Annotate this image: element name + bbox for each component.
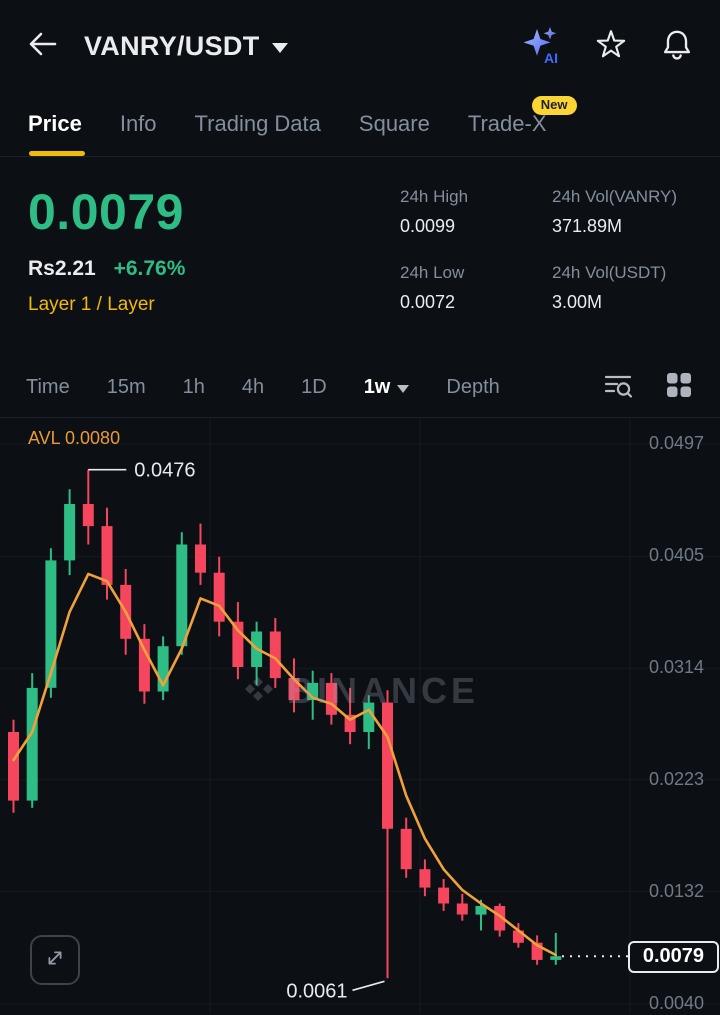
interval-1h[interactable]: 1h xyxy=(182,375,205,398)
tab-bar: Price Info Trading Data Square Trade-X N… xyxy=(0,92,720,157)
pair-selector[interactable]: VANRY/USDT xyxy=(84,31,288,62)
low-price-label: 0.0061 xyxy=(286,980,347,1002)
tab-square[interactable]: Square xyxy=(358,111,430,136)
chart-section: AVL 0.0080 BINANCE 0.0476 0.0061 0.0497 0… xyxy=(0,417,720,1013)
interval-1d[interactable]: 1D xyxy=(301,375,327,398)
star-icon xyxy=(594,27,628,66)
high-price-label: 0.0476 xyxy=(134,460,195,482)
back-arrow-icon xyxy=(26,30,58,63)
chart-tool-icons xyxy=(602,370,694,405)
header-icons: AI xyxy=(520,26,694,66)
chart-annotations: 0.0476 0.0061 xyxy=(88,460,634,1002)
pair-title: VANRY/USDT xyxy=(84,30,260,61)
chevron-down-icon xyxy=(271,43,288,53)
y-axis-label: 0.0405 xyxy=(648,545,704,565)
stat-24h-vol-base: 24h Vol(VANRY) 371.89M xyxy=(552,187,678,236)
fullscreen-chart-button[interactable] xyxy=(30,935,80,985)
y-axis-label: 0.0040 xyxy=(648,993,704,1013)
interval-depth[interactable]: Depth xyxy=(446,375,500,398)
binance-watermark: BINANCE xyxy=(241,670,479,712)
chart-grid xyxy=(0,418,720,1013)
stat-24h-high: 24h High 0.0099 xyxy=(400,187,469,236)
header: VANRY/USDT AI xyxy=(0,0,720,92)
tab-trading-data[interactable]: Trading Data xyxy=(194,111,321,136)
y-axis-label: 0.0314 xyxy=(648,657,704,677)
interval-15m[interactable]: 15m xyxy=(106,375,146,398)
back-button[interactable] xyxy=(26,26,70,66)
layout-grid-icon[interactable] xyxy=(664,370,694,405)
last-price-tag[interactable]: 0.0079 xyxy=(627,941,719,973)
stat-24h-low: 24h Low 0.0072 xyxy=(400,263,465,312)
watermark-text: BINANCE xyxy=(286,670,480,711)
y-axis-label: 0.0497 xyxy=(648,433,704,453)
market-stats: 24h High 0.0099 24h Vol(VANRY) 371.89M 2… xyxy=(400,187,692,357)
price-block: 0.0079 Rs2.21 +6.76% Layer 1 / Layer xyxy=(28,187,400,357)
fiat-row: Rs2.21 +6.76% xyxy=(28,257,400,281)
indicator-settings-icon[interactable] xyxy=(602,370,634,405)
stat-24h-vol-quote: 24h Vol(USDT) 3.00M xyxy=(552,263,667,312)
price-change-percent: +6.76% xyxy=(113,257,186,280)
tab-trade-x[interactable]: Trade-X New xyxy=(468,92,577,156)
ma-line xyxy=(12,572,558,957)
price-panel: 0.0079 Rs2.21 +6.76% Layer 1 / Layer 24h… xyxy=(0,157,720,357)
category-tags[interactable]: Layer 1 / Layer xyxy=(28,294,155,315)
interval-bar: Time 15m 1h 4h 1D 1w Depth xyxy=(0,357,720,417)
ai-sparkle-icon xyxy=(523,27,557,56)
tab-info[interactable]: Info xyxy=(119,111,157,136)
tab-price[interactable]: Price xyxy=(28,92,85,156)
last-price: 0.0079 xyxy=(28,184,184,240)
candlestick-chart[interactable]: 0.0476 0.0061 xyxy=(0,418,720,1013)
favorite-button[interactable] xyxy=(594,27,628,66)
chevron-down-icon xyxy=(397,384,410,393)
expand-icon xyxy=(41,944,69,977)
new-badge: New xyxy=(531,96,577,116)
interval-time[interactable]: Time xyxy=(26,375,70,398)
ai-assistant-button[interactable]: AI xyxy=(520,26,562,66)
y-axis-label: 0.0223 xyxy=(648,769,704,789)
interval-4h[interactable]: 4h xyxy=(241,375,265,398)
alerts-button[interactable] xyxy=(660,27,694,66)
y-axis-label: 0.0132 xyxy=(648,881,704,901)
fiat-value: Rs2.21 xyxy=(28,257,96,280)
svg-text:AI: AI xyxy=(544,50,558,66)
ma-indicator-label[interactable]: AVL 0.0080 xyxy=(28,428,121,448)
interval-1w-selected[interactable]: 1w xyxy=(364,376,410,399)
bell-icon xyxy=(660,27,694,66)
binance-diamond-icon xyxy=(241,672,275,711)
